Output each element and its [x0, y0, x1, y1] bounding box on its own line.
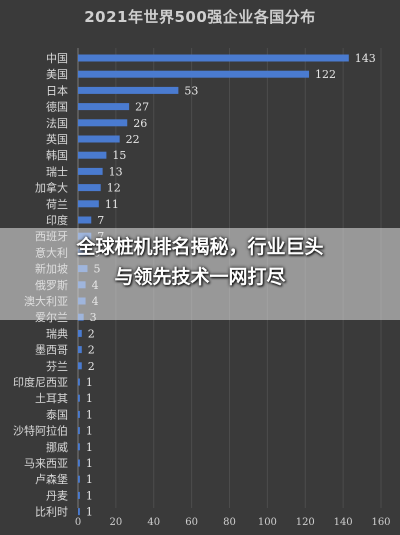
category-label: 墨西哥: [35, 344, 68, 357]
value-label: 143: [355, 52, 376, 65]
bar: [78, 346, 82, 354]
bar: [78, 508, 80, 516]
value-label: 2: [88, 344, 95, 357]
category-label: 丹麦: [46, 489, 68, 502]
x-tick-label: 120: [296, 517, 315, 528]
value-label: 15: [112, 149, 126, 162]
bar: [78, 103, 130, 111]
x-axis-ticks: 0 20 40 60 80 100 120 140 160: [75, 517, 391, 528]
category-label: 中国: [46, 52, 68, 65]
value-label: 1: [86, 441, 93, 454]
category-label: 德国: [46, 100, 68, 114]
bar: [78, 491, 80, 499]
headline: 全球桩机排名揭秘，行业巨头 与领先技术一网打尽: [0, 232, 400, 292]
headline-line-2: 与领先技术一网打尽: [114, 266, 286, 288]
bar: [78, 151, 107, 159]
x-tick-label: 40: [147, 517, 160, 528]
bar: [78, 329, 82, 337]
category-label: 泰国: [46, 407, 68, 421]
bar: [78, 70, 310, 78]
value-label: 26: [133, 117, 147, 130]
category-label: 英国: [46, 132, 68, 146]
value-label: 2: [88, 327, 95, 340]
bars: [78, 54, 349, 516]
value-label: 1: [86, 457, 93, 470]
category-label: 加拿大: [35, 181, 68, 195]
value-label: 1: [86, 408, 93, 421]
category-label: 荷兰: [46, 198, 68, 211]
bar: [78, 362, 82, 370]
value-label: 1: [86, 425, 93, 438]
value-label: 2: [88, 360, 95, 373]
headline-line-1: 全球桩机排名揭秘，行业巨头: [76, 236, 324, 258]
category-label: 美国: [46, 68, 68, 81]
value-label: 1: [86, 489, 93, 502]
value-label: 1: [86, 392, 93, 405]
bar: [78, 443, 80, 451]
x-tick-label: 140: [334, 517, 353, 528]
category-label: 法国: [46, 116, 68, 130]
bar: [78, 167, 103, 175]
value-label: 122: [315, 68, 336, 81]
x-tick-label: 0: [75, 517, 81, 528]
headline-banner: [0, 228, 400, 320]
bar: [78, 119, 128, 127]
bar: [78, 184, 101, 192]
value-label: 22: [126, 133, 140, 146]
x-tick-label: 80: [223, 517, 236, 528]
x-tick-label: 60: [185, 517, 198, 528]
bar: [78, 410, 80, 418]
bar: [78, 216, 92, 224]
category-label: 瑞士: [46, 164, 68, 178]
bar: [78, 200, 99, 208]
category-label: 印度: [46, 213, 68, 227]
value-label: 1: [86, 376, 93, 389]
bar: [78, 86, 179, 94]
chart-title: 2021年世界500强企业各国分布: [84, 8, 316, 26]
category-label: 印度尼西亚: [13, 375, 68, 389]
value-label: 27: [135, 101, 149, 114]
bar: [78, 475, 80, 483]
category-label: 比利时: [35, 506, 68, 519]
category-label: 沙特阿拉伯: [13, 424, 68, 438]
value-label: 13: [109, 165, 123, 178]
category-label: 韩国: [46, 148, 68, 162]
category-label: 土耳其: [35, 392, 68, 405]
x-tick-label: 20: [110, 517, 123, 528]
bar: [78, 378, 80, 386]
bar: [78, 459, 80, 467]
value-label: 1: [86, 506, 93, 519]
value-label: 1: [86, 473, 93, 486]
x-tick-label: 160: [371, 517, 390, 528]
category-label: 卢森堡: [35, 472, 68, 486]
x-tick-label: 100: [258, 517, 277, 528]
bar: [78, 54, 349, 62]
category-label: 挪威: [46, 440, 68, 454]
category-label: 日本: [46, 83, 68, 97]
value-label: 7: [97, 214, 104, 227]
category-label: 瑞典: [46, 326, 68, 340]
value-label: 11: [105, 198, 119, 211]
value-label: 12: [107, 182, 121, 195]
bar: [78, 135, 120, 143]
category-label: 马来西亚: [24, 457, 68, 470]
bar: [78, 394, 80, 402]
bar: [78, 427, 80, 435]
value-label: 53: [184, 84, 198, 97]
category-label: 芬兰: [46, 360, 68, 373]
